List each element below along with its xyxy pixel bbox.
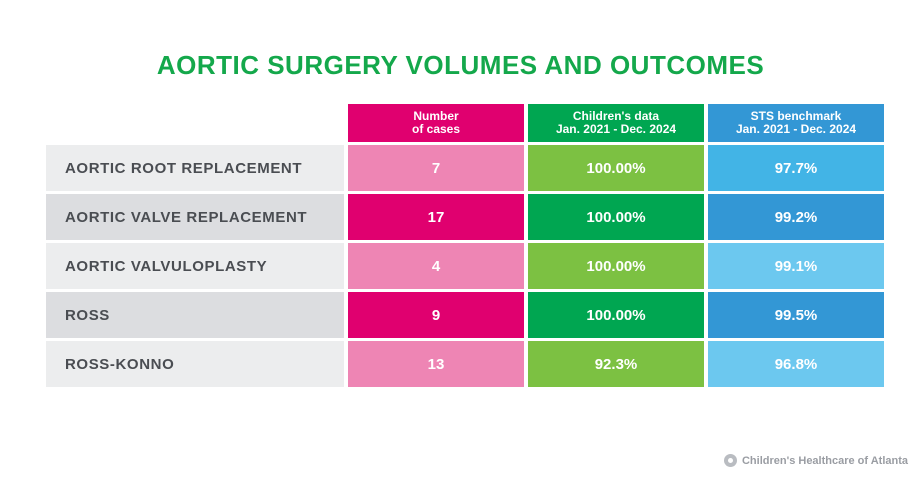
cases-cell: 4 <box>348 243 524 289</box>
header-sts-line2: Jan. 2021 - Dec. 2024 <box>735 122 857 136</box>
childrens-cell: 100.00% <box>528 145 704 191</box>
cases-cell: 17 <box>348 194 524 240</box>
childrens-healthcare-logo-icon <box>723 454 737 467</box>
sts-cell: 99.2% <box>708 194 884 240</box>
header-cases-line1: Number <box>413 109 459 123</box>
childrens-cell: 100.00% <box>528 194 704 240</box>
sts-cell: 99.5% <box>708 292 884 338</box>
header-childrens: Children's data Jan. 2021 - Dec. 2024 <box>528 104 704 142</box>
chart-title: AORTIC SURGERY VOLUMES AND OUTCOMES <box>156 50 765 80</box>
childrens-cell: 92.3% <box>528 341 704 387</box>
header-sts: STS benchmark Jan. 2021 - Dec. 2024 <box>708 104 884 142</box>
header-blank <box>46 104 344 142</box>
cases-cell: 13 <box>348 341 524 387</box>
sts-cell: 97.7% <box>708 145 884 191</box>
sts-cell: 99.1% <box>708 243 884 289</box>
brand-name: Children's Healthcare of Atlanta <box>741 454 908 467</box>
row-label: AORTIC VALVULOPLASTY <box>46 243 344 289</box>
cases-cell: 7 <box>348 145 524 191</box>
row-label: ROSS <box>46 292 344 338</box>
header-cases-line2: of cases <box>411 122 461 136</box>
sts-cell: 96.8% <box>708 341 884 387</box>
outcomes-table: Number of cases Children's data Jan. 202… <box>46 104 884 387</box>
header-sts-line1: STS benchmark <box>750 109 842 123</box>
header-childrens-line2: Jan. 2021 - Dec. 2024 <box>555 122 677 136</box>
cases-cell: 9 <box>348 292 524 338</box>
header-cases: Number of cases <box>348 104 524 142</box>
row-label: ROSS-KONNO <box>46 341 344 387</box>
row-label: AORTIC ROOT REPLACEMENT <box>46 145 344 191</box>
brand-footer: Children's Healthcare of Atlanta <box>723 454 908 467</box>
childrens-cell: 100.00% <box>528 243 704 289</box>
childrens-cell: 100.00% <box>528 292 704 338</box>
header-childrens-line1: Children's data <box>572 109 660 123</box>
row-label: AORTIC VALVE REPLACEMENT <box>46 194 344 240</box>
